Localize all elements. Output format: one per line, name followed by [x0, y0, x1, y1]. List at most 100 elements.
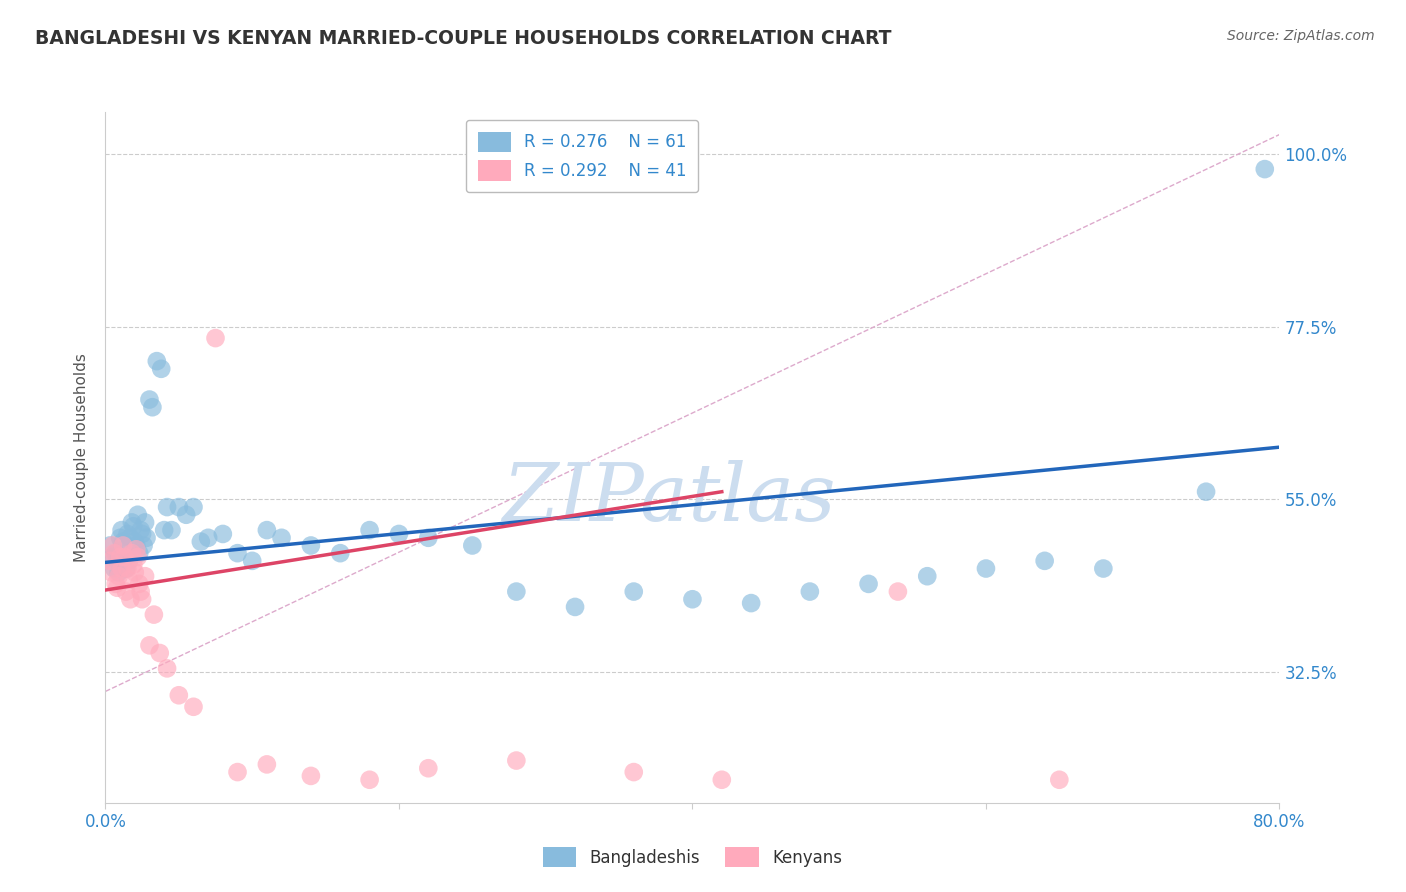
Point [125, 542, 148, 557]
Point [129, 584, 152, 599]
Point [115, 561, 138, 575]
Point [418, 531, 440, 545]
Point [118, 573, 141, 587]
Point [103, 546, 125, 560]
Point [682, 592, 704, 607]
Point [124, 566, 146, 580]
Point [858, 577, 880, 591]
Point [138, 638, 160, 652]
Point [256, 757, 278, 772]
Point [461, 539, 484, 553]
Point [740, 596, 762, 610]
Point [125, 539, 148, 553]
Point [134, 516, 156, 530]
Point [226, 546, 249, 560]
Point [120, 531, 142, 545]
Point [183, 699, 205, 714]
Text: BANGLADESHI VS KENYAN MARRIED-COUPLE HOUSEHOLDS CORRELATION CHART: BANGLADESHI VS KENYAN MARRIED-COUPLE HOU… [35, 29, 891, 47]
Point [564, 599, 586, 614]
Point [114, 549, 136, 564]
Point [226, 765, 249, 780]
Point [710, 772, 733, 787]
Point [1195, 484, 1218, 499]
Point [174, 508, 197, 522]
Point [121, 546, 143, 560]
Point [104, 546, 127, 560]
Point [270, 531, 292, 545]
Point [105, 581, 128, 595]
Point [121, 516, 143, 530]
Point [1092, 561, 1115, 575]
Point [329, 546, 352, 560]
Point [117, 561, 139, 575]
Point [117, 527, 139, 541]
Point [104, 577, 127, 591]
Point [98, 539, 121, 553]
Point [299, 539, 322, 553]
Point [100, 566, 122, 580]
Point [108, 531, 131, 545]
Text: Source: ZipAtlas.com: Source: ZipAtlas.com [1227, 29, 1375, 43]
Point [505, 754, 527, 768]
Point [118, 554, 141, 568]
Point [505, 584, 527, 599]
Point [128, 546, 150, 560]
Point [799, 584, 821, 599]
Point [129, 523, 152, 537]
Point [141, 401, 163, 415]
Point [107, 569, 129, 583]
Point [197, 531, 219, 545]
Point [131, 527, 153, 541]
Point [115, 584, 138, 599]
Point [299, 769, 322, 783]
Point [917, 569, 939, 583]
Point [124, 534, 146, 549]
Point [122, 558, 145, 572]
Point [623, 765, 645, 780]
Point [359, 523, 381, 537]
Point [135, 531, 157, 545]
Point [887, 584, 910, 599]
Point [101, 539, 124, 553]
Point [153, 523, 176, 537]
Point [127, 508, 149, 522]
Point [132, 539, 155, 553]
Point [160, 523, 183, 537]
Point [190, 534, 212, 549]
Point [256, 523, 278, 537]
Point [211, 527, 233, 541]
Point [120, 592, 142, 607]
Point [974, 561, 997, 575]
Point [127, 549, 149, 564]
Point [167, 500, 190, 514]
Point [114, 542, 136, 557]
Point [623, 584, 645, 599]
Point [146, 354, 169, 368]
Y-axis label: Married-couple Households: Married-couple Households [75, 352, 90, 562]
Point [110, 561, 132, 575]
Point [138, 392, 160, 407]
Point [359, 772, 381, 787]
Point [134, 569, 156, 583]
Point [112, 539, 135, 553]
Point [183, 500, 205, 514]
Point [204, 331, 226, 345]
Point [156, 661, 179, 675]
Point [105, 554, 128, 568]
Point [1254, 162, 1277, 177]
Legend: Bangladeshis, Kenyans: Bangladeshis, Kenyans [536, 840, 849, 874]
Point [240, 554, 263, 568]
Point [156, 500, 179, 514]
Point [128, 577, 150, 591]
Point [1047, 772, 1070, 787]
Point [131, 592, 153, 607]
Point [110, 523, 132, 537]
Point [388, 527, 411, 541]
Point [122, 519, 145, 533]
Point [142, 607, 165, 622]
Point [167, 688, 190, 702]
Point [107, 566, 129, 580]
Point [103, 561, 125, 575]
Point [101, 549, 124, 564]
Point [108, 549, 131, 564]
